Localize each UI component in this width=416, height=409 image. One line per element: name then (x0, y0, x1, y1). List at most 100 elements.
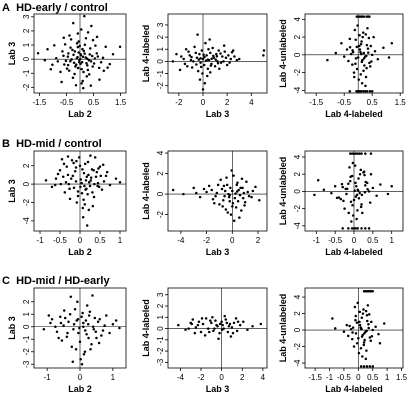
data-point (352, 152, 356, 155)
data-point (84, 329, 87, 332)
x-tick-label: -0.5 (328, 236, 342, 245)
data-point (215, 323, 218, 327)
data-point (368, 89, 372, 93)
data-point (78, 59, 81, 62)
data-point (60, 339, 64, 342)
data-point (259, 322, 263, 326)
y-tick-label: -1 (22, 69, 31, 77)
data-point (352, 71, 356, 74)
x-tick-label: 2 (225, 98, 230, 107)
data-point (86, 31, 90, 34)
data-point (68, 34, 71, 37)
data-point (77, 331, 80, 335)
data-point (343, 207, 346, 210)
data-point (234, 192, 237, 195)
data-point (191, 318, 194, 321)
data-point (390, 185, 393, 188)
x-tick-label: -0.5 (337, 98, 351, 107)
data-point (351, 161, 355, 165)
data-point (83, 350, 87, 353)
row-letter: A (2, 2, 10, 14)
y-tick-label: 1 (22, 42, 31, 47)
data-point (241, 186, 244, 190)
x-tick-label: 1.5 (395, 98, 407, 107)
data-point (88, 184, 92, 188)
data-point (201, 88, 205, 91)
data-point (363, 173, 366, 177)
data-point (108, 62, 112, 66)
data-point (81, 206, 85, 210)
data-point (66, 173, 70, 177)
data-point (94, 175, 98, 178)
data-point (196, 323, 200, 327)
data-point (76, 190, 80, 193)
data-point (106, 66, 109, 69)
data-point (354, 181, 357, 185)
data-point (316, 178, 320, 182)
plot-frame (304, 287, 404, 369)
data-point (353, 75, 356, 79)
data-point (171, 60, 175, 63)
data-point (65, 165, 69, 168)
data-point (69, 177, 73, 180)
data-point (61, 50, 64, 53)
data-point (73, 50, 77, 53)
data-point (222, 184, 226, 188)
data-point (349, 52, 353, 56)
data-point (218, 203, 221, 206)
data-point (73, 72, 76, 76)
data-point (56, 172, 60, 176)
data-point (94, 330, 98, 333)
data-point (111, 323, 115, 326)
data-point (354, 62, 357, 65)
data-point (71, 174, 75, 178)
data-point (203, 82, 207, 85)
x-tick-label: 4 (249, 98, 254, 107)
x-tick-label: -1.5 (308, 373, 322, 382)
data-point (371, 365, 374, 368)
data-point (98, 165, 102, 168)
data-point (74, 180, 78, 183)
data-point (355, 185, 358, 188)
data-point (362, 57, 366, 60)
data-point (366, 47, 370, 50)
data-point (193, 331, 197, 335)
data-point (78, 326, 81, 330)
data-point (89, 47, 92, 50)
data-point (53, 183, 57, 187)
data-point (241, 196, 245, 200)
data-point (221, 205, 224, 208)
data-point (365, 89, 369, 93)
data-point (390, 42, 394, 45)
data-point (246, 328, 249, 331)
y-axis-label: Lab 3 (7, 179, 17, 203)
data-point (224, 208, 228, 211)
x-axis-label: Lab 4-labeled (325, 109, 383, 119)
x-tick-label: -1.5 (33, 98, 47, 107)
data-point (36, 51, 40, 55)
data-point (86, 192, 89, 196)
data-point (218, 67, 221, 70)
data-point (358, 152, 361, 155)
data-point (361, 312, 365, 315)
data-point (200, 317, 204, 320)
data-point (367, 36, 371, 40)
data-point (98, 318, 101, 321)
data-point (207, 47, 210, 51)
data-point (203, 334, 207, 337)
data-point (235, 190, 239, 193)
data-point (360, 335, 364, 338)
y-tick-label: -2 (22, 198, 31, 206)
y-tick-label: 0 (293, 52, 302, 57)
data-point (363, 191, 367, 194)
data-point (213, 202, 216, 205)
data-point (200, 49, 204, 52)
y-axis-label: Lab 4-labeled (141, 299, 151, 357)
data-point (53, 44, 56, 47)
data-point (44, 179, 48, 182)
data-point (368, 365, 372, 368)
data-point (199, 57, 202, 60)
data-point (233, 55, 236, 58)
data-point (348, 324, 351, 328)
data-point (351, 50, 355, 54)
